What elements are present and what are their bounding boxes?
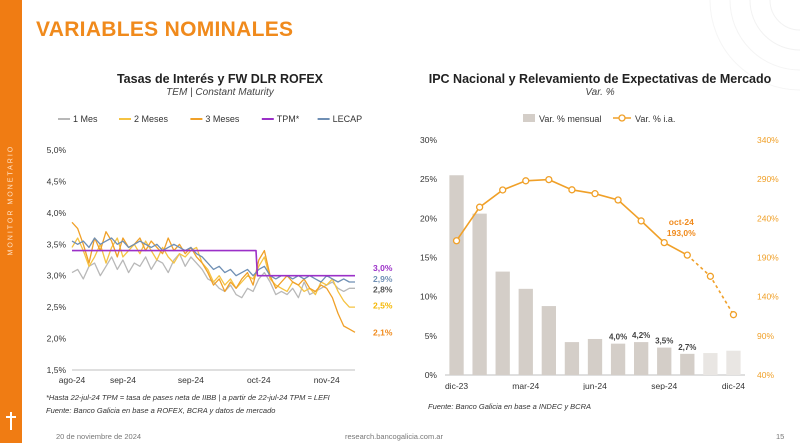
sidebar-label-text: MONITOR MONETARIO: [7, 144, 15, 256]
y-right-tick-label: 140%: [757, 292, 779, 302]
left-chart: 1 Mes 2 Meses 3 Meses TPM* LECAP 5,0% 4,5% 4,0%…: [47, 114, 393, 385]
y-left-tick-label: 5%: [425, 331, 438, 341]
bar-value-label: 4,0%: [609, 333, 627, 342]
x-tick-label: dic-23: [445, 381, 468, 390]
series-line-2meses: [71, 237, 355, 308]
left-chart-subtitle: TEM | Constant Maturity: [166, 87, 274, 98]
x-tick-label: sep-24: [178, 375, 204, 385]
bar-value-label: 3,5%: [655, 337, 673, 346]
x-tick-label: ago-24: [59, 375, 86, 385]
right-chart: Var. % mensual Var. % i.a. 0% 5% 10% 15% 20% 25…: [420, 114, 779, 390]
left-chart-note: *Hasta 22-jul-24 TPM = tasa de pases net…: [46, 393, 330, 402]
right-chart-subtitle: Var. %: [585, 87, 615, 98]
annotation-value: 193,0%: [667, 228, 696, 238]
page-title: VARIABLES NOMINALES: [36, 18, 294, 41]
bar-may-24: [564, 342, 580, 375]
x-tick-label: sep-24: [651, 381, 677, 390]
yoy-line-expected: [686, 254, 735, 316]
legend-label-0: 1 Mes: [73, 114, 98, 124]
bar-mar-24: [518, 288, 533, 375]
x-tick-label: nov-24: [314, 375, 340, 385]
legend-label-4: LECAP: [333, 114, 363, 124]
bar-ago-24: [634, 342, 649, 375]
legend-label-line: Var. % i.a.: [635, 114, 675, 124]
bar-value-label: 4,2%: [632, 331, 650, 340]
yoy-point-oct-24: [683, 251, 691, 259]
left-chart-title: Tasas de Interés y FW DLR ROFEX: [116, 72, 324, 86]
y-left-tick-label: 20%: [420, 213, 437, 223]
y-left-tick-label: 15%: [420, 253, 437, 263]
yoy-point-feb-24: [499, 186, 507, 194]
bar-value-label: 2,7%: [678, 343, 696, 352]
sidebar: MONITOR MONETARIO: [0, 0, 22, 443]
brand-cross-icon: [6, 412, 16, 430]
x-tick-label: sep-24: [110, 375, 136, 385]
bar-dic-24: [726, 350, 741, 375]
y-right-tick-label: 240%: [757, 213, 779, 223]
x-tick-label: mar-24: [512, 381, 539, 390]
yoy-point-may-24: [568, 186, 576, 194]
right-chart-title: IPC Nacional y Relevamiento de Expectati…: [428, 72, 772, 86]
y-tick-label: 2,0%: [47, 334, 67, 344]
footer-date: 20 de noviembre de 2024: [56, 432, 142, 441]
y-right-tick-label: 290%: [757, 174, 779, 184]
y-tick-label: 3,5%: [47, 239, 67, 249]
bar-nov-24: [703, 353, 718, 375]
end-value-label: 3,0%: [373, 263, 393, 273]
right-chart-source: Fuente: Banco Galicia en base a INDEC y …: [428, 402, 591, 411]
bar-abr-24: [541, 306, 556, 375]
x-tick-label: oct-24: [247, 375, 271, 385]
yoy-point-dic-23: [452, 237, 461, 245]
y-left-tick-label: 30%: [420, 135, 437, 145]
end-value-label: 2,8%: [373, 285, 393, 295]
sidebar-label: MONITOR MONETARIO: [3, 145, 19, 260]
end-value-label: 2,9%: [373, 274, 393, 284]
y-tick-label: 4,5%: [47, 176, 67, 186]
y-right-tick-label: 340%: [757, 135, 779, 145]
y-tick-label: 5,0%: [47, 145, 67, 155]
bar-dic-23: [449, 175, 464, 375]
y-right-tick-label: 90%: [757, 331, 774, 341]
y-tick-label: 1,5%: [47, 365, 67, 375]
legend-label-1: 2 Meses: [134, 114, 169, 124]
x-tick-label: dic-24: [722, 381, 745, 390]
y-left-tick-label: 10%: [420, 292, 437, 302]
yoy-point-jul-24: [614, 196, 622, 204]
series-line-tpm: [72, 249, 355, 277]
bar-oct-24: [680, 353, 695, 375]
end-value-label: 2,1%: [373, 327, 393, 337]
bar-ene-24: [472, 213, 487, 375]
bar-sep-24: [657, 347, 672, 375]
annotation-label: oct-24: [669, 217, 694, 227]
bar-jul-24: [610, 343, 626, 375]
yoy-point-nov-24: [706, 272, 715, 280]
footer-site[interactable]: research.bancogalicia.com.ar: [345, 432, 443, 441]
series-line-lecap: [71, 237, 355, 283]
yoy-point-ago-24: [637, 217, 645, 225]
legend-swatch-bars: [523, 114, 535, 122]
x-tick-label: jun-24: [582, 381, 607, 390]
yoy-point-mar-24: [522, 177, 530, 185]
yoy-point-jun-24: [591, 190, 599, 198]
yoy-point-sep-24: [660, 238, 668, 247]
y-tick-label: 3,0%: [47, 271, 67, 281]
legend-label-2: 3 Meses: [205, 114, 240, 124]
footer-page-number: 15: [776, 432, 785, 441]
legend-label-3: TPM*: [277, 114, 300, 124]
y-left-tick-label: 0%: [425, 370, 438, 380]
yoy-point-ene-24: [475, 203, 484, 211]
legend-label-bars: Var. % mensual: [539, 114, 601, 124]
bar-jun-24: [587, 338, 603, 375]
y-right-tick-label: 40%: [757, 370, 774, 380]
y-right-tick-label: 190%: [757, 253, 779, 263]
y-tick-label: 4,0%: [47, 208, 67, 218]
left-chart-source: Fuente: Banco Galicia en base a ROFEX, B…: [46, 406, 276, 415]
legend-marker-line: [618, 114, 626, 122]
end-value-label: 2,5%: [373, 300, 393, 310]
yoy-point-abr-24: [545, 175, 553, 184]
y-tick-label: 2,5%: [47, 302, 67, 312]
bar-feb-24: [495, 271, 510, 375]
yoy-point-dic-24: [729, 311, 738, 319]
y-left-tick-label: 25%: [420, 174, 437, 184]
